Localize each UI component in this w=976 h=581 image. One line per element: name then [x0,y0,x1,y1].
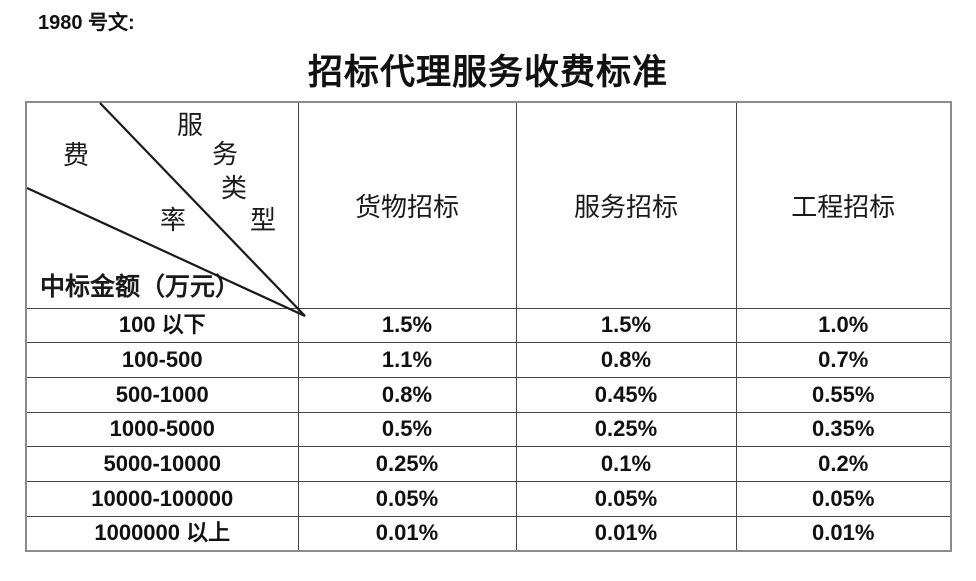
corner-amount-label: 中标金额（万元） [40,274,241,301]
rate-cell: 0.8% [515,342,737,378]
corner-type-char-3: 类 [221,174,248,203]
rate-cell: 1.5% [515,307,737,344]
table-row: 100-500 1.1% 0.8% 0.7% [25,342,952,378]
corner-type-char-1: 服 [177,111,204,140]
rate-cell: 0.7% [735,342,952,378]
corner-type-char-4: 型 [250,206,277,235]
rate-cell: 0.05% [735,480,952,517]
amount-range-cell: 100-500 [25,342,299,378]
corner-cell: 费 率 服 务 类 型 中标金额（万元） [25,101,306,317]
rate-cell: 0.2% [735,446,952,482]
amount-range-cell: 5000-10000 [25,446,299,482]
doc-number: 1980 号文: [38,12,135,34]
rate-cell: 0.8% [297,376,517,413]
table-row: 10000-100000 0.05% 0.05% 0.05% [25,480,952,517]
table-row: 500-1000 0.8% 0.45% 0.55% [25,376,952,413]
rate-cell: 0.01% [515,515,737,552]
header-row: 费 率 服 务 类 型 中标金额（万元） 货物招标 服务招标 工程招标 [25,101,952,317]
rate-cell: 0.25% [297,446,517,482]
rate-cell: 0.05% [515,480,737,517]
corner-type-char-2: 务 [212,140,239,169]
rate-cell: 0.35% [735,411,952,448]
table-row: 1000000 以上 0.01% 0.01% 0.01% [25,515,952,552]
corner-fee-char-2: 率 [160,206,187,235]
rate-cell: 0.45% [515,376,737,413]
page-title: 招标代理服务收费标准 [307,53,668,92]
rate-cell: 0.25% [515,411,737,448]
amount-range-cell: 500-1000 [25,376,299,413]
amount-range-cell: 1000000 以上 [25,515,299,552]
rate-cell: 0.01% [735,515,952,552]
amount-range-cell: 1000-5000 [25,411,299,448]
column-header-works: 工程招标 [735,101,952,309]
column-header-services: 服务招标 [515,101,737,309]
corner-fee-char-1: 费 [63,141,90,170]
rate-cell: 0.5% [297,411,517,448]
rate-cell: 1.5% [297,307,517,344]
amount-range-cell: 10000-100000 [25,480,299,517]
rate-cell: 1.1% [297,342,517,378]
rate-cell: 0.05% [297,480,517,517]
table-row: 100 以下 1.5% 1.5% 1.0% [25,307,952,344]
rate-cell: 1.0% [735,307,952,344]
column-header-goods: 货物招标 [297,101,517,309]
table-row: 5000-10000 0.25% 0.1% 0.2% [25,446,952,482]
rate-cell: 0.1% [515,446,737,482]
rate-cell: 0.55% [735,376,952,413]
table-row: 1000-5000 0.5% 0.25% 0.35% [25,411,952,448]
fee-table: 费 率 服 务 类 型 中标金额（万元） 货物招标 服务招标 工程招标 100 … [25,101,952,552]
amount-range-cell: 100 以下 [25,307,299,344]
rate-cell: 0.01% [297,515,517,552]
